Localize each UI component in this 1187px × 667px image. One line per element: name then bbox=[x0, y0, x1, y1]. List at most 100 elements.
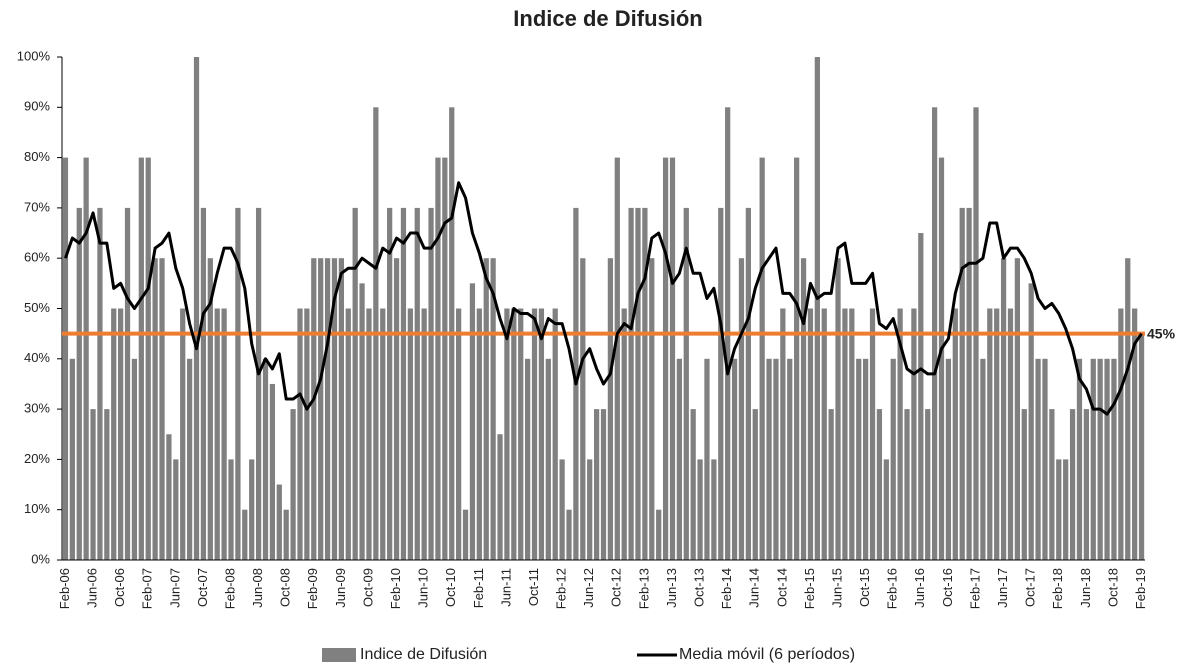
bar bbox=[359, 283, 365, 560]
bar bbox=[863, 358, 869, 560]
bar bbox=[731, 358, 738, 560]
x-tick-label: Jun-17 bbox=[995, 568, 1010, 608]
bar bbox=[718, 207, 724, 560]
bar bbox=[283, 509, 289, 560]
reference-label: 45% bbox=[1147, 325, 1176, 341]
y-tick-label: 70% bbox=[24, 199, 50, 214]
bar bbox=[497, 434, 503, 560]
bar bbox=[1000, 258, 1007, 560]
y-tick-label: 50% bbox=[24, 300, 50, 315]
bar bbox=[945, 358, 952, 560]
x-tick-label: Feb-07 bbox=[140, 568, 155, 609]
bar bbox=[1069, 409, 1076, 560]
x-tick-label: Oct-08 bbox=[278, 568, 293, 607]
bar bbox=[621, 308, 627, 560]
bar bbox=[407, 308, 413, 560]
bar bbox=[745, 207, 751, 560]
bar bbox=[124, 207, 131, 560]
bar bbox=[690, 409, 696, 560]
legend-label: Indice de Difusión bbox=[360, 646, 487, 663]
bar bbox=[193, 57, 200, 560]
x-tick-label: Oct-07 bbox=[195, 568, 210, 607]
x-tick-label: Jun-11 bbox=[498, 568, 513, 607]
x-tick-label: Jun-16 bbox=[912, 568, 927, 608]
bar bbox=[987, 308, 993, 560]
x-tick-label: Oct-17 bbox=[1023, 568, 1038, 607]
bar bbox=[118, 308, 124, 560]
bar bbox=[1021, 409, 1027, 560]
bar bbox=[207, 258, 213, 560]
bar bbox=[145, 157, 151, 560]
y-tick-label: 10% bbox=[24, 501, 50, 516]
bar bbox=[897, 308, 903, 560]
x-tick-label: Oct-18 bbox=[1105, 568, 1120, 607]
bar bbox=[214, 308, 220, 560]
bar bbox=[318, 258, 324, 560]
y-tick-label: 20% bbox=[24, 451, 50, 466]
bar bbox=[814, 57, 820, 560]
x-tick-label: Oct-06 bbox=[112, 568, 127, 607]
bar bbox=[1125, 258, 1131, 560]
bar bbox=[69, 358, 75, 560]
bar bbox=[421, 308, 427, 560]
x-tick-label: Feb-18 bbox=[1050, 568, 1065, 609]
bar bbox=[1042, 358, 1048, 560]
legend-swatch bbox=[322, 648, 356, 662]
bar bbox=[1007, 308, 1014, 560]
bar bbox=[649, 258, 655, 560]
bar bbox=[366, 308, 372, 560]
bar bbox=[787, 358, 793, 560]
bar bbox=[90, 409, 96, 560]
x-tick-label: Jun-08 bbox=[250, 568, 265, 608]
bar bbox=[800, 258, 807, 560]
bar bbox=[138, 157, 144, 560]
x-tick-label: Jun-09 bbox=[333, 568, 348, 608]
line-series bbox=[64, 181, 1143, 416]
y-tick-label: 90% bbox=[24, 99, 50, 114]
bar bbox=[490, 258, 496, 560]
y-tick-label: 0% bbox=[31, 551, 50, 566]
bar bbox=[656, 509, 662, 560]
bar bbox=[1132, 308, 1138, 560]
bar bbox=[669, 157, 676, 560]
x-tick-label: Feb-09 bbox=[305, 568, 320, 609]
x-tick-label: Jun-07 bbox=[167, 568, 182, 608]
bar bbox=[352, 207, 358, 560]
x-tick-label: Jun-15 bbox=[829, 568, 844, 608]
x-tick-label: Feb-14 bbox=[719, 568, 734, 609]
bar bbox=[593, 409, 600, 560]
bar bbox=[1049, 409, 1055, 560]
bar bbox=[442, 157, 448, 560]
bar bbox=[276, 484, 282, 560]
bar bbox=[635, 207, 641, 560]
x-tick-label: Feb-16 bbox=[885, 568, 900, 609]
y-tick-label: 30% bbox=[24, 401, 50, 416]
bar bbox=[952, 308, 958, 560]
bar bbox=[104, 409, 110, 560]
bar bbox=[504, 308, 510, 560]
x-tick-label: Oct-15 bbox=[857, 568, 872, 607]
bar bbox=[807, 308, 814, 560]
x-tick-label: Feb-08 bbox=[222, 568, 237, 609]
bar bbox=[614, 157, 620, 560]
x-tick-label: Oct-12 bbox=[609, 568, 624, 607]
bar bbox=[904, 409, 910, 560]
bar bbox=[414, 207, 420, 560]
bar bbox=[345, 308, 351, 560]
bar bbox=[524, 358, 531, 560]
x-tick-label: Oct-14 bbox=[774, 568, 789, 607]
bar bbox=[1111, 358, 1117, 560]
bar bbox=[835, 258, 841, 560]
x-tick-label: Feb-17 bbox=[967, 568, 982, 609]
bar bbox=[697, 459, 703, 560]
bar bbox=[338, 258, 344, 560]
bar bbox=[511, 308, 517, 560]
bar bbox=[1028, 283, 1034, 560]
x-tick-label: Oct-11 bbox=[526, 568, 541, 606]
bar bbox=[642, 207, 648, 560]
x-tick-label: Jun-14 bbox=[747, 568, 762, 608]
bar bbox=[111, 308, 117, 560]
bar bbox=[435, 157, 441, 560]
bar bbox=[255, 207, 262, 560]
